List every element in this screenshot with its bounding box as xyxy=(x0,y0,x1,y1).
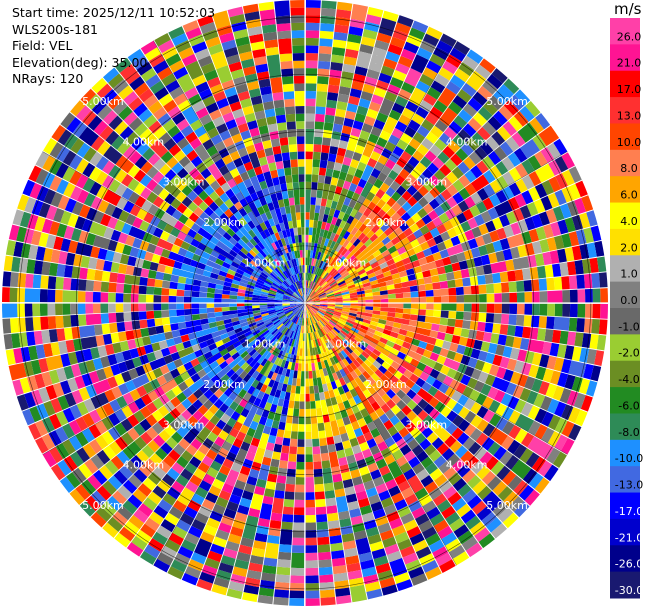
range-ring-label: 2.00km xyxy=(365,378,407,391)
colorbar-tick-label: -1.0 xyxy=(618,320,639,333)
azimuth-spoke xyxy=(42,151,306,304)
nrays-text: NRays: 120 xyxy=(12,71,84,86)
colorbar-tick-label: -10.0 xyxy=(615,452,643,465)
radar-gate-cells xyxy=(17,1,565,599)
radar-gate-cells xyxy=(28,7,605,606)
azimuth-spoke xyxy=(304,302,568,455)
colorbar-swatch xyxy=(610,149,640,177)
colorbar-swatch xyxy=(610,387,640,414)
range-ring-label: 5.00km xyxy=(486,95,528,108)
range-ring-label: 5.00km xyxy=(82,95,124,108)
colorbar-tick-label: -8.0 xyxy=(618,426,639,439)
colorbar-tick-label: -21.0 xyxy=(615,531,643,544)
colorbar-swatch xyxy=(610,334,640,362)
colorbar-swatch xyxy=(610,492,640,520)
colorbar-unit: m/s xyxy=(614,0,642,18)
colorbar-tick-label: 17.0 xyxy=(617,83,642,96)
colorbar-tick-label: 0.0 xyxy=(620,294,638,307)
colorbar-tick-label: -6.0 xyxy=(618,399,639,412)
colorbar-tick-label: -30.0 xyxy=(615,584,643,597)
azimuth-spoke xyxy=(304,151,568,304)
range-ring-label: 1.00km xyxy=(244,337,286,350)
colorbar-swatch xyxy=(610,70,640,98)
colorbar-swatch xyxy=(610,571,640,599)
colorbar-swatch xyxy=(610,202,640,230)
azimuth-spoke xyxy=(304,40,457,304)
range-ring-label: 2.00km xyxy=(203,378,245,391)
range-ring-label: 2.00km xyxy=(203,216,245,229)
range-ring-label: 2.00km xyxy=(365,216,407,229)
range-ring-label: 4.00km xyxy=(123,459,165,472)
azimuth-spoke xyxy=(304,302,457,566)
radar-gate-cells xyxy=(26,3,593,591)
colorbar-tick-label: 26.0 xyxy=(617,30,642,43)
velocity-colorbar: 26.0 21.0 17.0 13.0 10.0 8.0 6.0 4.0 2.0 1.0 0.0 -1… xyxy=(610,18,643,599)
colorbar-swatch xyxy=(610,18,640,45)
colorbar-swatch xyxy=(610,97,640,124)
colorbar-tick-label: -26.0 xyxy=(615,558,643,571)
colorbar-swatch xyxy=(610,466,640,494)
range-ring-label: 5.00km xyxy=(486,499,528,512)
range-ring-label: 3.00km xyxy=(406,418,448,431)
colorbar-tick-label: 4.0 xyxy=(620,215,638,228)
range-ring-label: 5.00km xyxy=(82,499,124,512)
range-ring-label: 3.00km xyxy=(163,176,205,189)
colorbar-tick-label: 1.0 xyxy=(620,268,638,281)
range-ring-label: 1.00km xyxy=(244,257,286,270)
colorbar-tick-label: 10.0 xyxy=(617,136,642,149)
radar-gate-cells xyxy=(2,7,608,574)
colorbar-tick-label: 6.0 xyxy=(620,189,638,202)
range-ring-label: 4.00km xyxy=(446,459,488,472)
elevation-text: Elevation(deg): 35.00 xyxy=(12,54,148,70)
colorbar-swatch xyxy=(610,308,640,335)
colorbar-tick-label: -13.0 xyxy=(615,479,643,492)
colorbar-tick-label: -2.0 xyxy=(618,347,639,360)
colorbar-swatch xyxy=(610,123,640,151)
colorbar-tick-label: 8.0 xyxy=(620,162,638,175)
colorbar-swatch xyxy=(610,228,640,256)
radar-gate-cells xyxy=(12,26,569,592)
azimuth-spoke xyxy=(42,302,306,455)
range-ring-label: 4.00km xyxy=(446,135,488,148)
radar-gate-cells xyxy=(24,0,593,598)
colorbar-swatch xyxy=(610,439,640,467)
colorbar-swatch xyxy=(610,360,640,388)
range-ring-label: 1.00km xyxy=(325,337,367,350)
radar-gate-cells xyxy=(12,6,586,605)
colorbar-tick-label: -4.0 xyxy=(618,373,639,386)
colorbar-tick-label: 21.0 xyxy=(617,57,642,70)
azimuth-spoke xyxy=(153,302,306,566)
colorbar-swatch xyxy=(610,545,640,573)
colorbar-swatch xyxy=(610,44,640,72)
colorbar-swatch xyxy=(610,413,640,441)
radar-gate-cells xyxy=(3,26,591,596)
colorbar-tick-label: 2.0 xyxy=(620,241,638,254)
colorbar-swatch xyxy=(610,281,640,309)
range-ring-label: 4.00km xyxy=(123,135,165,148)
field-text: Field: VEL xyxy=(12,38,73,53)
range-ring-label: 3.00km xyxy=(406,176,448,189)
azimuth-spoke xyxy=(153,40,306,304)
radar-gate-cells xyxy=(2,15,579,589)
colorbar-swatch xyxy=(610,255,640,283)
instrument-text: WLS200s-181 xyxy=(12,21,98,37)
scan-metadata: Start time: 2025/12/11 10:52:03 WLS200s-… xyxy=(12,5,215,88)
colorbar-tick-label: -17.0 xyxy=(615,505,643,518)
radar-gate-cells xyxy=(2,21,598,606)
start-time-text: Start time: 2025/12/11 10:52:03 xyxy=(12,5,216,20)
colorbar-tick-label: 13.0 xyxy=(617,109,642,122)
range-ring-label: 3.00km xyxy=(163,418,205,431)
radar-ppi-plot: 1.00km 1.00km 1.00km 1.00km 2.00km 2.00km 2.00… xyxy=(2,0,609,606)
colorbar-swatch xyxy=(610,176,640,204)
range-ring-label: 1.00km xyxy=(325,257,367,270)
colorbar-swatch xyxy=(610,518,640,546)
